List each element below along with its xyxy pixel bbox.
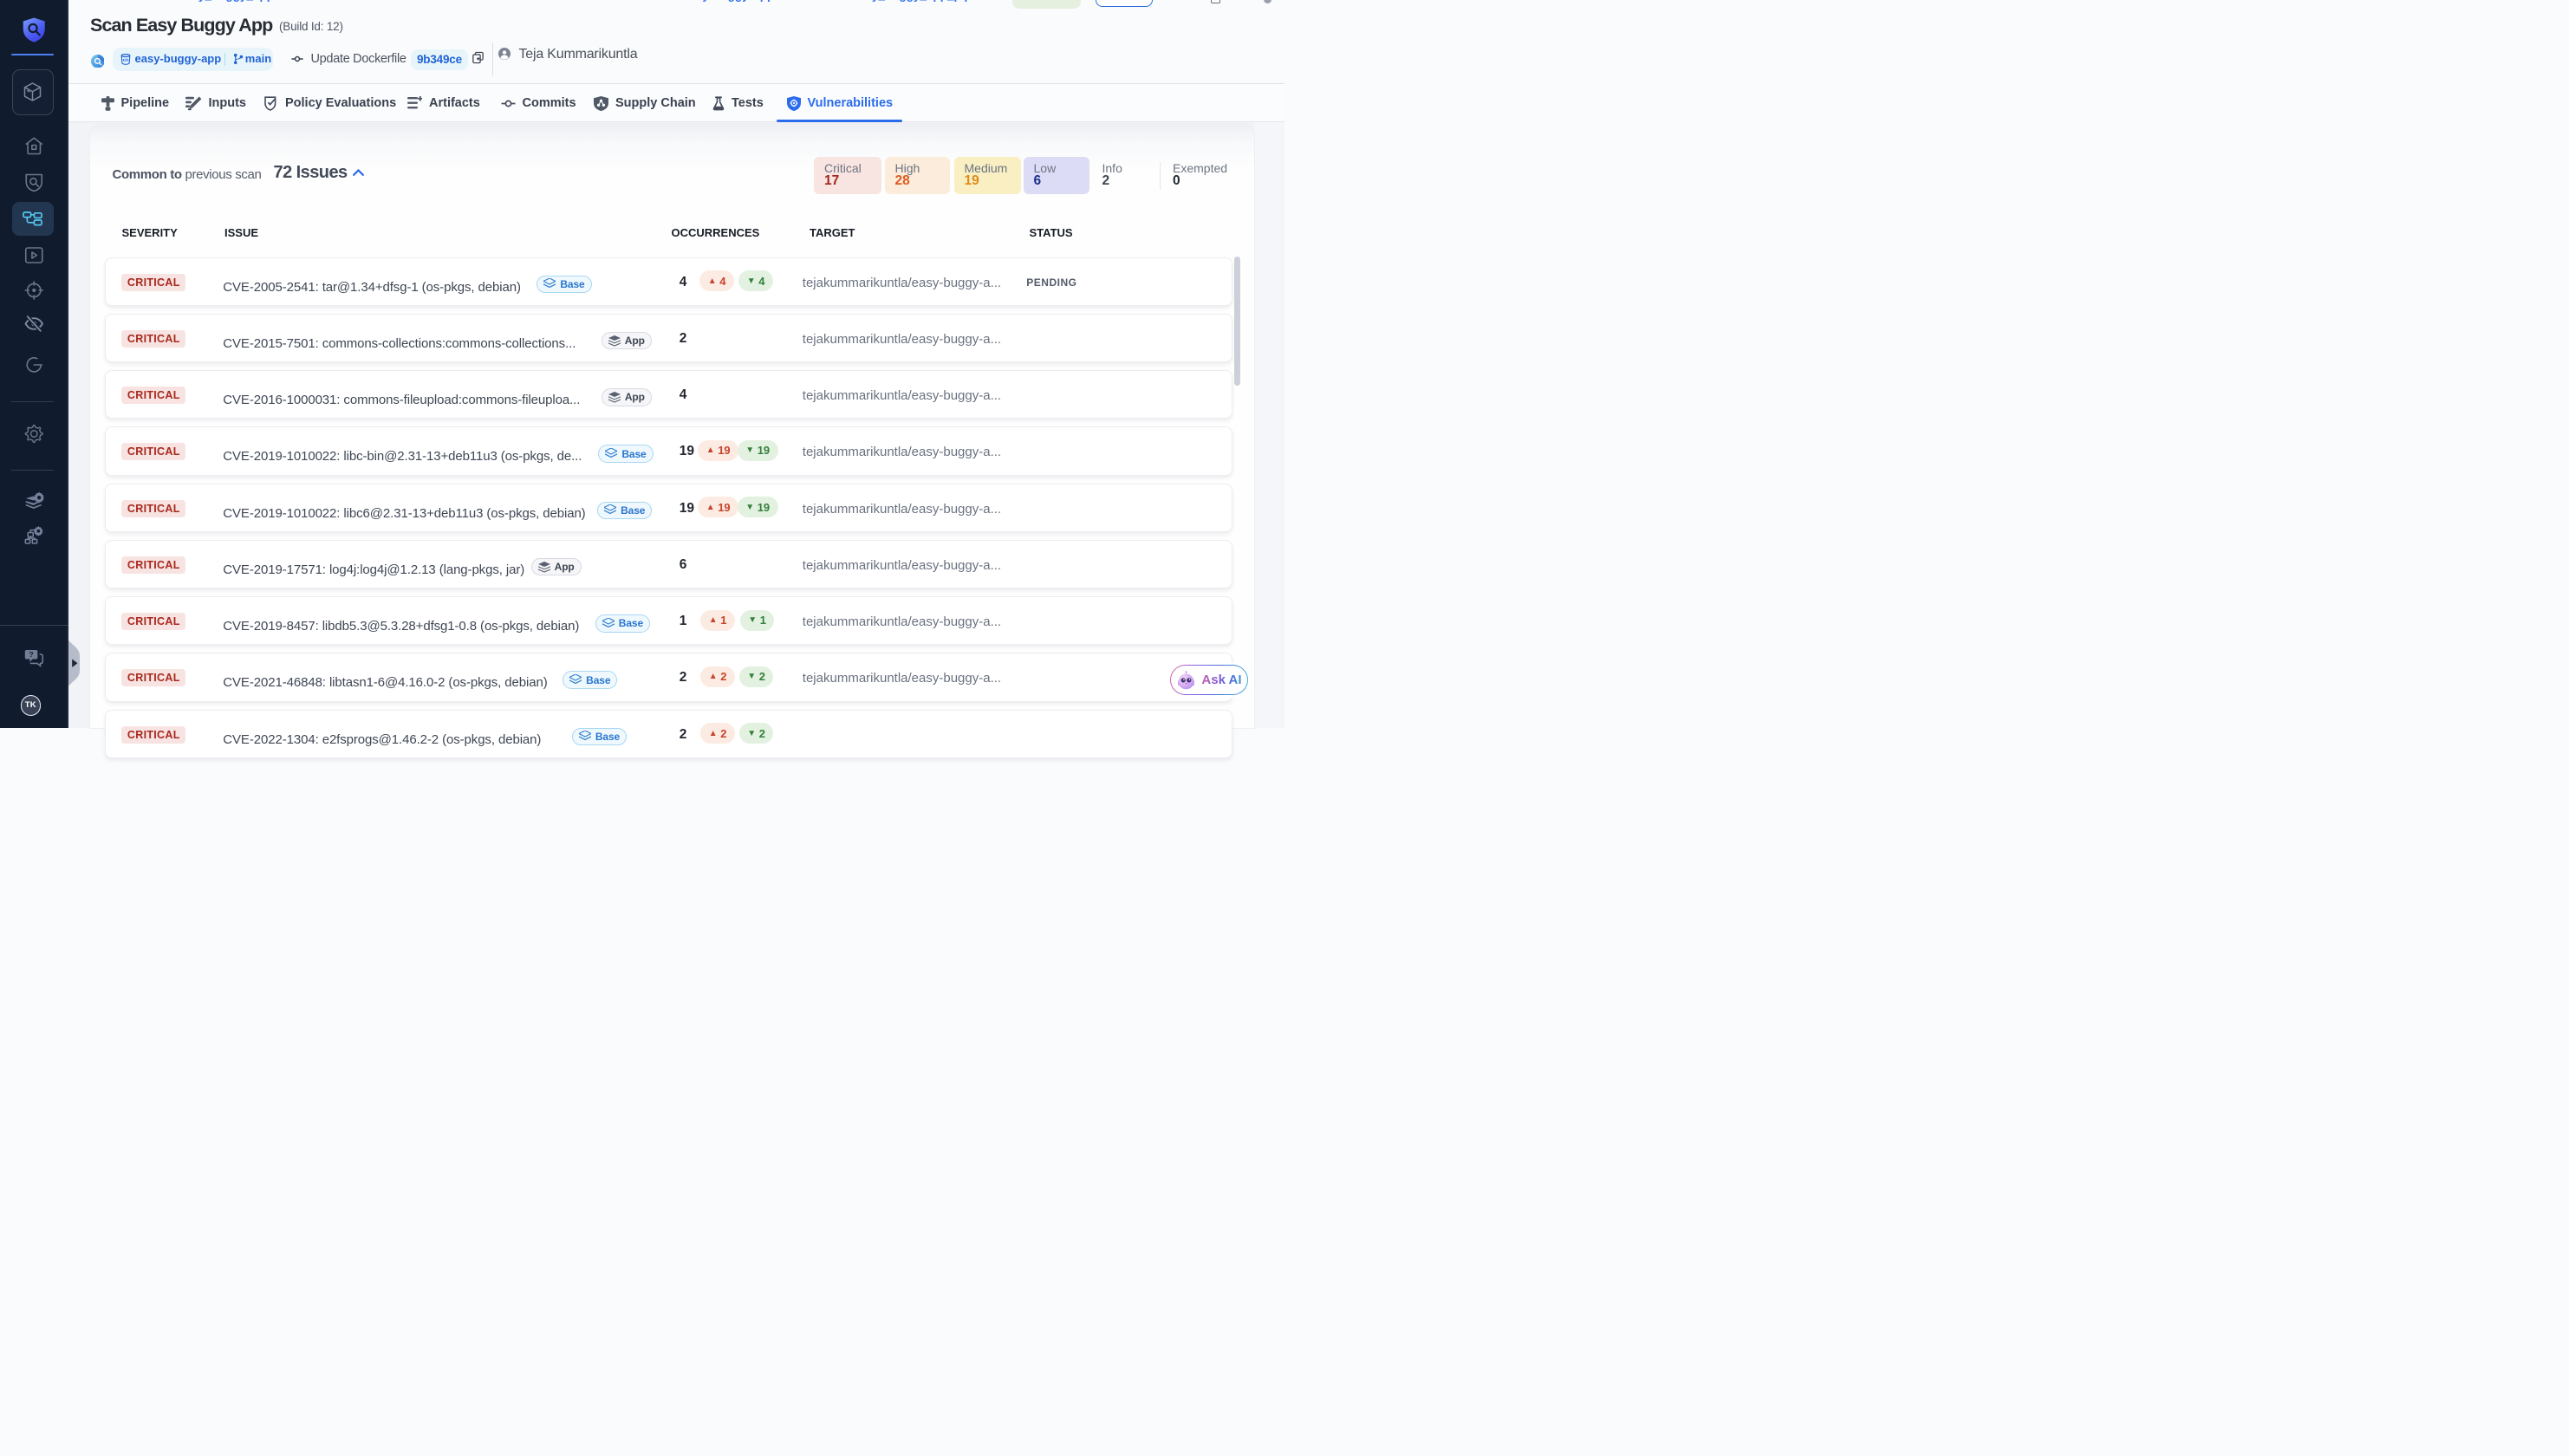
svg-text:?: ?: [29, 650, 33, 659]
